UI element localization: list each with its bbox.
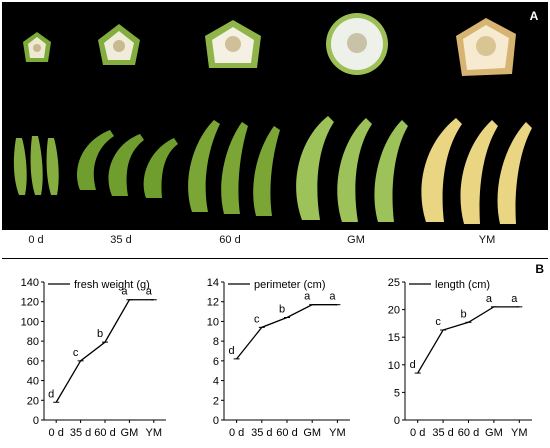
- x-tick-label: YM: [329, 427, 346, 439]
- stage-labels: 0 d 35 d 60 d GM YM: [0, 234, 550, 252]
- x-tick-label: 35 d: [251, 427, 272, 439]
- x-tick-label: GM: [485, 427, 503, 439]
- cross-section-ym: [456, 18, 516, 76]
- y-tick-label: 15: [388, 332, 400, 344]
- y-tick-label: 25: [388, 277, 400, 289]
- significance-label: d: [410, 359, 416, 371]
- cross-section-gm: [326, 13, 388, 75]
- y-tick-label: 14: [207, 277, 219, 289]
- x-tick-label: 0 d: [229, 427, 244, 439]
- y-tick-label: 8: [213, 336, 219, 348]
- stage-label-60d: 60 d: [219, 234, 241, 246]
- x-tick-label: 35 d: [432, 427, 453, 439]
- y-tick-label: 40: [27, 376, 39, 388]
- y-tick-label: 100: [21, 316, 39, 328]
- y-tick-label: 2: [213, 395, 219, 407]
- cross-section-60d: [205, 20, 261, 68]
- bananas-60d: [188, 120, 280, 216]
- significance-label: c: [435, 316, 441, 328]
- significance-label: a: [486, 293, 493, 305]
- significance-label: a: [511, 293, 518, 305]
- panel-divider: [2, 258, 548, 259]
- bananas-0d: [13, 136, 59, 195]
- significance-label: b: [279, 303, 285, 315]
- stage-label-35d: 35 d: [110, 234, 132, 246]
- y-tick-label: 6: [213, 356, 219, 368]
- stage-label-0d: 0 d: [28, 234, 44, 246]
- significance-label: b: [97, 328, 103, 340]
- y-tick-label: 5: [394, 387, 400, 399]
- x-tick-label: 60 d: [458, 427, 479, 439]
- x-tick-label: 60 d: [94, 427, 115, 439]
- y-tick-label: 20: [27, 395, 39, 407]
- legend-label-1: perimeter (cm): [254, 279, 326, 291]
- y-tick-label: 12: [207, 297, 219, 309]
- y-tick-label: 0: [213, 415, 219, 427]
- y-tick-label: 80: [27, 336, 39, 348]
- y-tick-label: 4: [213, 376, 219, 388]
- significance-label: a: [304, 291, 311, 303]
- legend-label-0: fresh weight (g): [74, 279, 150, 291]
- y-tick-label: 120: [21, 297, 39, 309]
- series-line-1: [236, 304, 338, 360]
- y-tick-label: 60: [27, 356, 39, 368]
- x-tick-label: 60 d: [276, 427, 297, 439]
- bananas-35d: [77, 130, 178, 198]
- bananas-ym: [421, 118, 532, 224]
- y-tick-label: 10: [207, 316, 219, 328]
- significance-label: a: [146, 286, 153, 298]
- significance-label: a: [329, 291, 336, 303]
- legend-label-2: length (cm): [435, 279, 490, 291]
- bananas-gm: [296, 116, 408, 222]
- y-tick-label: 140: [21, 277, 39, 289]
- x-tick-label: 0 d: [49, 427, 64, 439]
- significance-label: d: [48, 388, 54, 400]
- y-tick-label: 10: [388, 360, 400, 372]
- panel-a-label: A: [530, 9, 539, 23]
- stage-label-ym: YM: [478, 234, 496, 246]
- x-tick-label: YM: [146, 427, 163, 439]
- x-tick-label: 0 d: [410, 427, 425, 439]
- cross-section-35d: [98, 24, 140, 65]
- y-tick-label: 0: [33, 415, 39, 427]
- y-tick-label: 0: [394, 415, 400, 427]
- significance-label: c: [254, 313, 260, 325]
- significance-label: a: [121, 286, 128, 298]
- cross-section-0d: [23, 32, 51, 62]
- significance-label: d: [229, 345, 235, 357]
- stage-label-gm: GM: [347, 234, 365, 246]
- banana-photo: A: [2, 2, 548, 230]
- x-tick-label: GM: [121, 427, 139, 439]
- series-line-0: [55, 299, 154, 403]
- series-line-2: [417, 306, 520, 374]
- y-tick-label: 20: [388, 305, 400, 317]
- significance-label: b: [460, 308, 466, 320]
- significance-label: c: [73, 347, 79, 359]
- x-tick-label: 35 d: [70, 427, 91, 439]
- panel-b-label: B: [535, 262, 544, 276]
- x-tick-label: YM: [511, 427, 528, 439]
- banana-photo-panel: A: [2, 2, 548, 230]
- x-tick-label: GM: [303, 427, 321, 439]
